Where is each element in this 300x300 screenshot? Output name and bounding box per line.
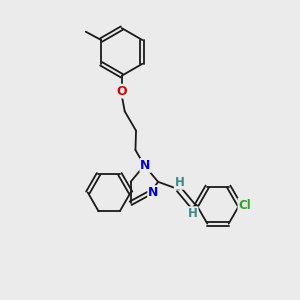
Text: O: O: [116, 85, 127, 98]
Text: N: N: [148, 186, 158, 199]
Text: H: H: [175, 176, 184, 189]
Text: Cl: Cl: [238, 199, 251, 212]
Text: H: H: [188, 207, 198, 220]
Text: N: N: [140, 159, 151, 172]
